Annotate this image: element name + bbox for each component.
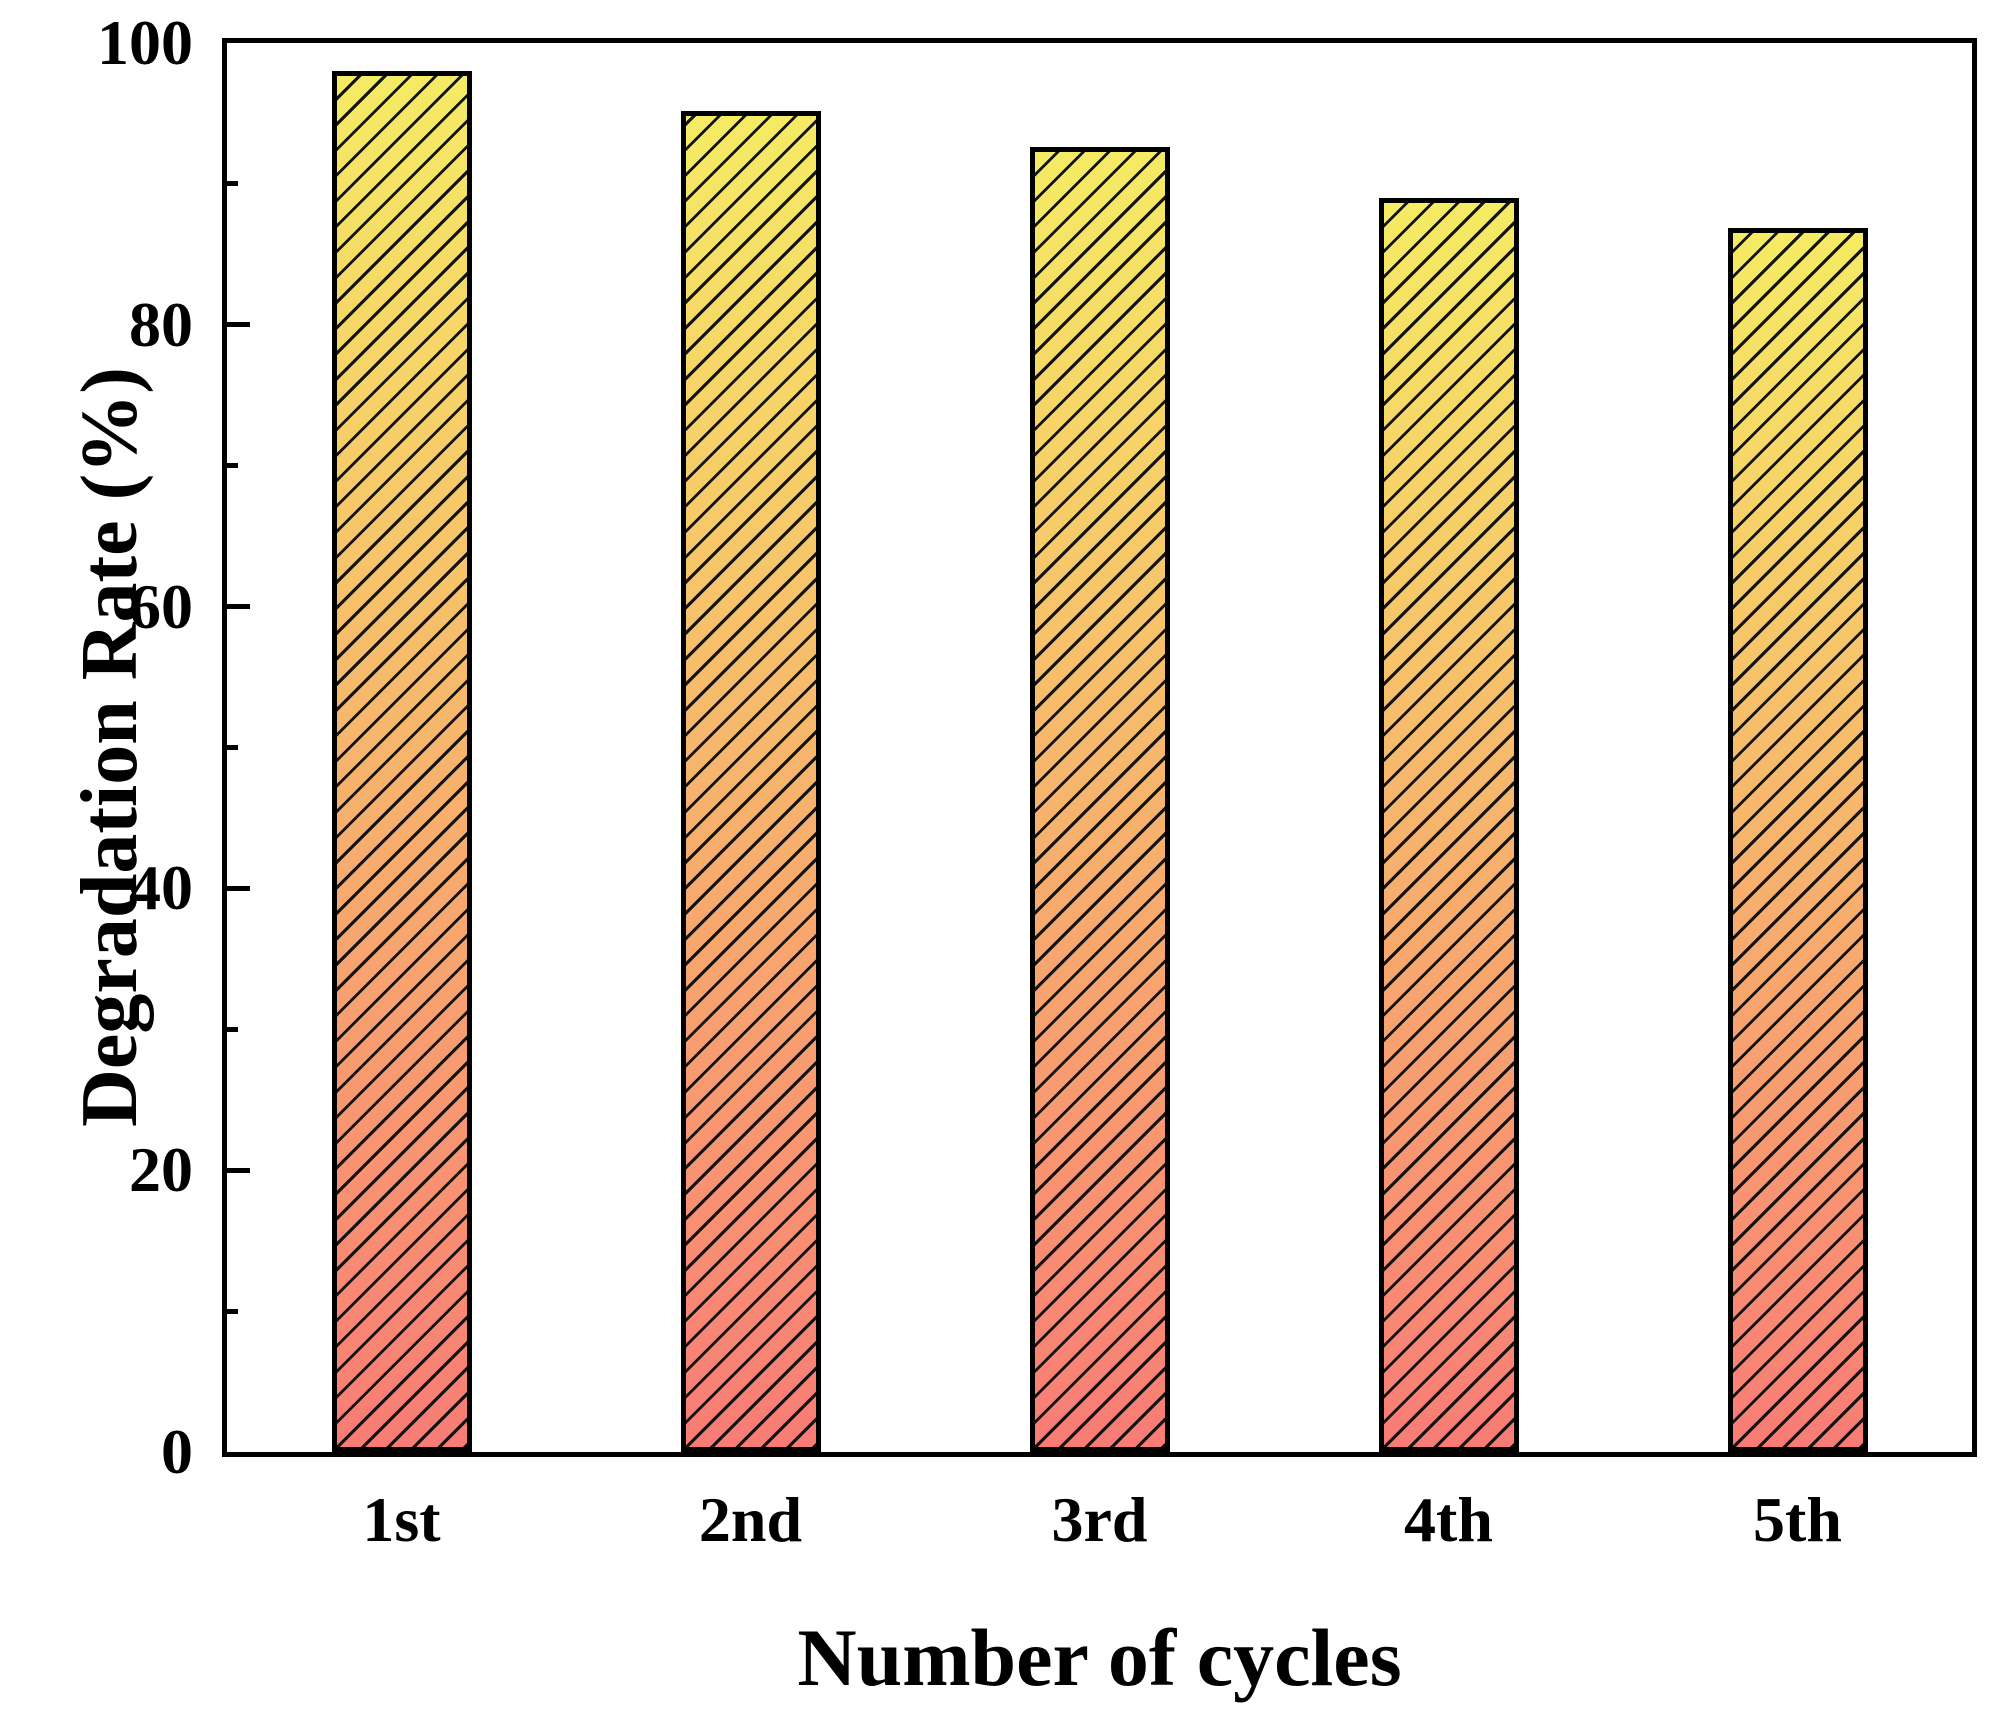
x-category-label-5th: 5th (1753, 1484, 1842, 1555)
y-axis-minor-tick-10 (227, 1308, 238, 1314)
x-axis-title: Number of cycles (797, 1612, 1402, 1703)
bar-1st (331, 71, 472, 1452)
plot-area (222, 38, 1977, 1457)
x-category-label-2nd: 2nd (698, 1484, 803, 1555)
x-category-label-3rd: 3rd (1051, 1484, 1148, 1555)
y-tick-label-80: 80 (129, 288, 193, 360)
plot-inner-area (227, 43, 1972, 1452)
y-axis-minor-tick-50 (227, 745, 238, 750)
y-tick-label-0: 0 (161, 1416, 193, 1487)
x-category-label-1st: 1st (362, 1484, 441, 1555)
y-tick-label-40: 40 (129, 852, 193, 924)
y-tick-label-20: 20 (129, 1134, 193, 1206)
bar-2nd (680, 110, 821, 1452)
y-axis-minor-tick-90 (227, 181, 238, 187)
y-tick-label-60: 60 (129, 570, 193, 642)
x-category-label-4th: 4th (1404, 1484, 1493, 1555)
y-axis-major-tick-80 (227, 322, 250, 328)
y-axis-major-tick-20 (227, 1167, 250, 1173)
y-axis-minor-tick-30 (227, 1026, 238, 1032)
y-axis-minor-tick-70 (227, 463, 238, 469)
y-axis-major-tick-60 (227, 604, 250, 610)
bar-3rd (1029, 147, 1170, 1452)
y-tick-label-100: 100 (97, 7, 193, 78)
bar-4th (1378, 197, 1519, 1452)
bar-5th (1727, 227, 1868, 1452)
y-axis-major-tick-40 (227, 885, 250, 891)
